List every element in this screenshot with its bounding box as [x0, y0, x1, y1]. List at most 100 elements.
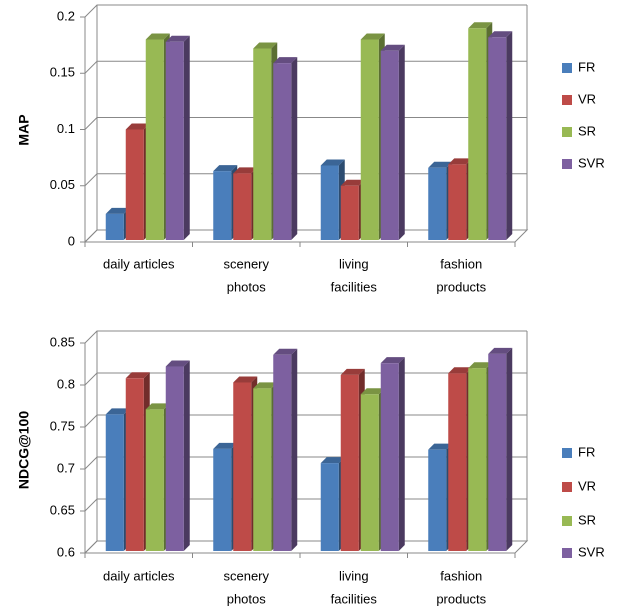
bar-top — [488, 347, 513, 354]
bar-front — [360, 394, 379, 551]
y-tick-label: 0.85 — [50, 334, 75, 349]
bar-front — [380, 363, 399, 551]
y-tick-label: 0.2 — [57, 8, 75, 23]
bar-top — [105, 207, 130, 214]
bar-front — [340, 185, 359, 240]
x-tick-label: daily articles — [103, 568, 175, 583]
bar-front — [145, 39, 164, 240]
bar-front — [125, 129, 144, 240]
bar-side — [398, 44, 405, 240]
legend-label: SVR — [578, 544, 605, 559]
y-tick-label: 0.15 — [50, 65, 75, 80]
y-tick-label: 0.6 — [57, 544, 75, 559]
x-tick-label: fashion — [440, 568, 482, 583]
bar — [273, 348, 298, 551]
bar-front — [233, 173, 252, 240]
bar-top — [340, 179, 365, 186]
bar-side — [398, 357, 405, 551]
legend-swatch — [562, 516, 572, 526]
x-tick-label: facilities — [331, 591, 378, 606]
bar-top — [428, 443, 453, 450]
bar-top — [145, 403, 170, 410]
legend-label: VR — [578, 91, 596, 106]
x-tick-label: fashion — [440, 256, 482, 271]
legend-label: VR — [578, 478, 596, 493]
bar-front — [488, 353, 507, 551]
bar-top — [360, 33, 385, 40]
bar-front — [468, 368, 487, 551]
legend-swatch — [562, 159, 572, 169]
bar-top — [380, 357, 405, 364]
bar-top — [273, 57, 298, 64]
bar-top — [253, 382, 278, 389]
bar-top — [468, 22, 493, 29]
bar-front — [448, 373, 467, 551]
x-tick-label: daily articles — [103, 256, 175, 271]
bar-front — [428, 167, 447, 240]
bar-front — [468, 28, 487, 240]
bar-front — [105, 414, 124, 551]
bar-side — [506, 31, 513, 240]
x-tick-label: products — [436, 279, 486, 294]
y-tick-label: 0.65 — [50, 502, 75, 517]
bar-front — [145, 409, 164, 551]
legend-label: SVR — [578, 155, 605, 170]
bar-top — [165, 360, 190, 367]
legend-swatch — [562, 448, 572, 458]
legend-swatch — [562, 482, 572, 492]
floor — [83, 540, 529, 554]
y-tick-label: 0.8 — [57, 376, 75, 391]
x-tick-label: photos — [227, 279, 267, 294]
bar-front — [320, 463, 339, 551]
x-tick-label: living — [339, 568, 369, 583]
bar — [380, 44, 405, 240]
bar — [380, 357, 405, 551]
y-axis-label: MAP — [16, 114, 32, 145]
bar-top — [233, 376, 258, 383]
bar — [165, 360, 190, 551]
bar-top — [145, 33, 170, 40]
bar-front — [253, 388, 272, 551]
bar-front — [340, 374, 359, 551]
legend-swatch — [562, 63, 572, 73]
floor — [83, 229, 529, 243]
bar-top — [253, 42, 278, 49]
y-axis-label: NDCG@100 — [16, 411, 32, 489]
bar-top — [105, 408, 130, 415]
bar-front — [380, 50, 399, 240]
bar-top — [213, 442, 238, 449]
bar-front — [125, 378, 144, 551]
bar-front — [105, 213, 124, 240]
bar-top — [125, 123, 150, 130]
y-tick-label: 0.1 — [57, 121, 75, 136]
chart: 0.6 0.65 0.7 0.75 0.8 0.85 daily articles scene… — [16, 330, 605, 606]
bar — [488, 31, 513, 240]
legend-swatch — [562, 548, 572, 558]
bar-side — [291, 348, 298, 551]
chart: 0 0.05 0.1 0.15 0.2 daily articles scenery phot… — [16, 4, 605, 294]
bar-front — [165, 41, 184, 240]
bar-side — [291, 57, 298, 240]
bar-front — [273, 63, 292, 240]
bar-top — [165, 35, 190, 42]
legend-label: SR — [578, 123, 596, 138]
legend-swatch — [562, 127, 572, 137]
bar-front — [213, 171, 232, 240]
y-tick-label: 0.7 — [57, 460, 75, 475]
x-tick-label: photos — [227, 591, 267, 606]
bar — [273, 57, 298, 240]
legend-label: SR — [578, 512, 596, 527]
y-tick-label: 0.05 — [50, 177, 75, 192]
bar — [165, 35, 190, 240]
bar-side — [183, 360, 190, 551]
bar-top — [273, 348, 298, 355]
bar-front — [273, 354, 292, 551]
y-tick-label: 0 — [68, 233, 75, 248]
bar-side — [506, 347, 513, 551]
grid-line — [84, 4, 527, 18]
y-tick-label: 0.75 — [50, 418, 75, 433]
bar-top — [233, 167, 258, 174]
bar-top — [448, 158, 473, 165]
bar-front — [360, 39, 379, 240]
